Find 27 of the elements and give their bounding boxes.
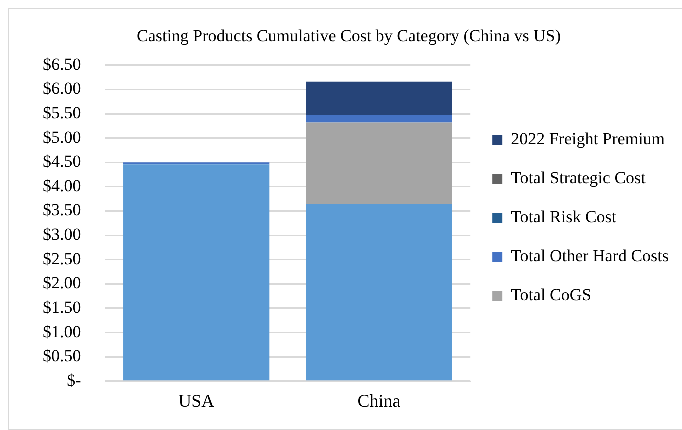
bar — [306, 115, 452, 123]
legend-label: Total Strategic Cost — [511, 168, 646, 188]
y-tick-label: $4.00 — [43, 176, 82, 196]
y-tick-label: $0.50 — [43, 346, 82, 366]
y-tick-label: $4.50 — [43, 152, 82, 172]
y-tick-label: $2.00 — [43, 274, 82, 293]
y-tick-label: $1.50 — [43, 298, 82, 317]
y-tick-label: $6.50 — [43, 54, 82, 74]
bar — [306, 204, 452, 381]
y-tick-label: $3.50 — [43, 200, 82, 220]
bar — [124, 164, 270, 381]
legend-label: 2022 Freight Premium — [511, 129, 666, 148]
bar — [306, 122, 452, 204]
legend-label: Total CoGS — [511, 285, 592, 304]
chart-title: Casting Products Cumulative Cost by Category (China vs US) — [136, 26, 562, 46]
x-tick-label: USA — [178, 390, 215, 411]
y-tick-label: $5.00 — [43, 128, 82, 147]
y-tick-label: $2.50 — [43, 249, 82, 268]
y-tick-label: $- — [67, 370, 82, 390]
legend-label: Total Other Hard Costs — [511, 246, 670, 266]
y-tick-label: $1.00 — [43, 322, 82, 342]
y-tick-label: $6.00 — [43, 79, 82, 98]
y-tick-label: $5.50 — [43, 103, 82, 122]
x-tick-label: China — [358, 390, 401, 411]
legend-label: Total Risk Cost — [511, 207, 617, 226]
y-tick-label: $3.00 — [43, 225, 82, 244]
bar — [306, 82, 452, 116]
